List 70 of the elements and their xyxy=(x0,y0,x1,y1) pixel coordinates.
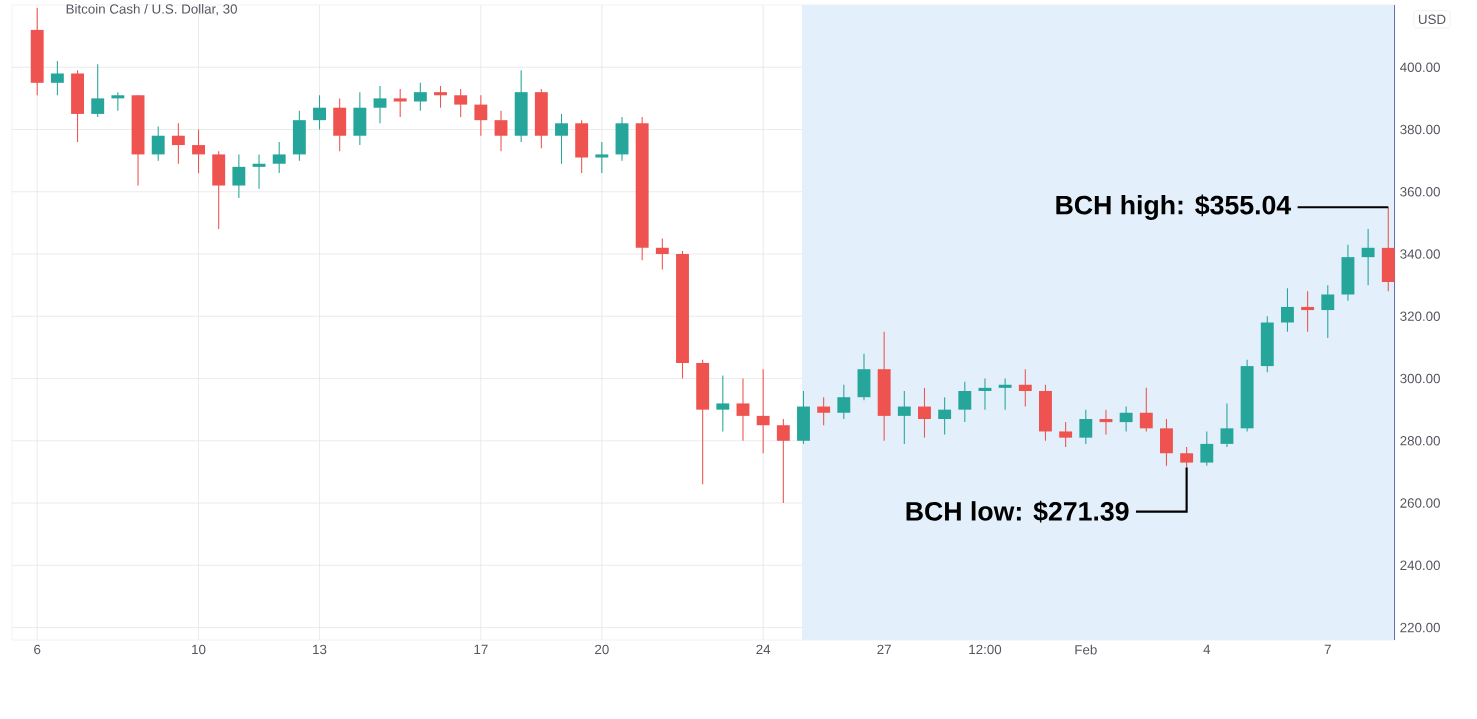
y-tick-label: 300.00 xyxy=(1400,373,1440,384)
candlestick xyxy=(1079,409,1093,445)
annotation: BCH high: $355.04 xyxy=(1056,194,1292,220)
candlestick xyxy=(252,153,266,190)
candlestick xyxy=(736,377,750,442)
candlestick xyxy=(434,85,447,109)
candlestick xyxy=(393,88,407,118)
x-tick-label: 4 xyxy=(1203,644,1211,654)
candlestick xyxy=(1301,290,1315,333)
candlestick xyxy=(938,396,952,436)
candlestick xyxy=(111,91,125,112)
candlestick xyxy=(1119,406,1133,432)
y-tick-label: 260.00 xyxy=(1400,498,1440,508)
candlestick xyxy=(494,110,508,152)
y-tick-label: 360.00 xyxy=(1400,187,1440,197)
candlestick xyxy=(1139,387,1153,432)
x-tick-label: 7 xyxy=(1324,644,1331,654)
y-tick-label: 380.00 xyxy=(1400,124,1440,135)
candlestick xyxy=(998,377,1012,411)
x-tick-label: 20 xyxy=(595,644,609,655)
candlestick xyxy=(595,141,609,174)
y-tick-label: 340.00 xyxy=(1400,249,1440,259)
candlestick xyxy=(50,60,64,96)
y-tick-label: 280.00 xyxy=(1400,436,1440,446)
candlestick xyxy=(1018,368,1032,408)
candlestick xyxy=(1180,446,1194,469)
candlestick xyxy=(413,82,427,112)
y-tick-label: 320.00 xyxy=(1400,311,1440,321)
annotation: BCH low: $271.39 xyxy=(906,500,1129,523)
candlestick xyxy=(474,94,488,137)
candlestick xyxy=(1281,287,1294,333)
x-tick-label: 27 xyxy=(877,644,891,655)
candlestick xyxy=(1200,430,1214,467)
candlestick xyxy=(232,153,246,199)
candlestick xyxy=(555,113,568,165)
candlestick xyxy=(958,381,972,423)
chart-title: Bitcoin Cash / U.S. Dollar, 30 xyxy=(66,3,237,16)
candlestick xyxy=(272,141,286,174)
candlestick xyxy=(776,418,790,504)
y-tick-label: 400.00 xyxy=(1400,62,1440,72)
candlestick xyxy=(1099,409,1113,436)
candlestick xyxy=(655,237,669,271)
y-tick-label: 240.00 xyxy=(1400,560,1440,571)
candlestick xyxy=(837,384,851,420)
candlestick xyxy=(171,122,185,165)
candlestick xyxy=(1321,284,1335,339)
x-tick-label: 6 xyxy=(34,644,41,655)
x-tick-label: 17 xyxy=(474,644,488,654)
candlestick xyxy=(1361,228,1375,286)
candlestick xyxy=(817,396,831,426)
x-tick-label: 24 xyxy=(756,644,771,655)
x-tick-label: Feb xyxy=(1075,644,1097,655)
candlestick xyxy=(897,390,911,445)
candlestick xyxy=(716,374,730,432)
candlestick xyxy=(1059,421,1073,448)
candlestick xyxy=(91,63,105,118)
x-tick-label: 10 xyxy=(192,644,206,655)
y-tick-label: 220.00 xyxy=(1400,622,1440,633)
candlestick xyxy=(1220,402,1234,448)
y-axis-title: USD xyxy=(1418,14,1446,25)
candlestick xyxy=(454,88,468,118)
x-tick-label: 12:00 xyxy=(969,644,1002,655)
x-tick-label: 13 xyxy=(313,644,327,655)
candlestick xyxy=(978,377,992,411)
candlestick xyxy=(756,368,770,454)
candlestick xyxy=(151,125,165,162)
candlestick xyxy=(918,387,931,439)
candlestick xyxy=(313,94,326,131)
candlestick xyxy=(192,128,205,174)
candlestick xyxy=(373,85,387,124)
